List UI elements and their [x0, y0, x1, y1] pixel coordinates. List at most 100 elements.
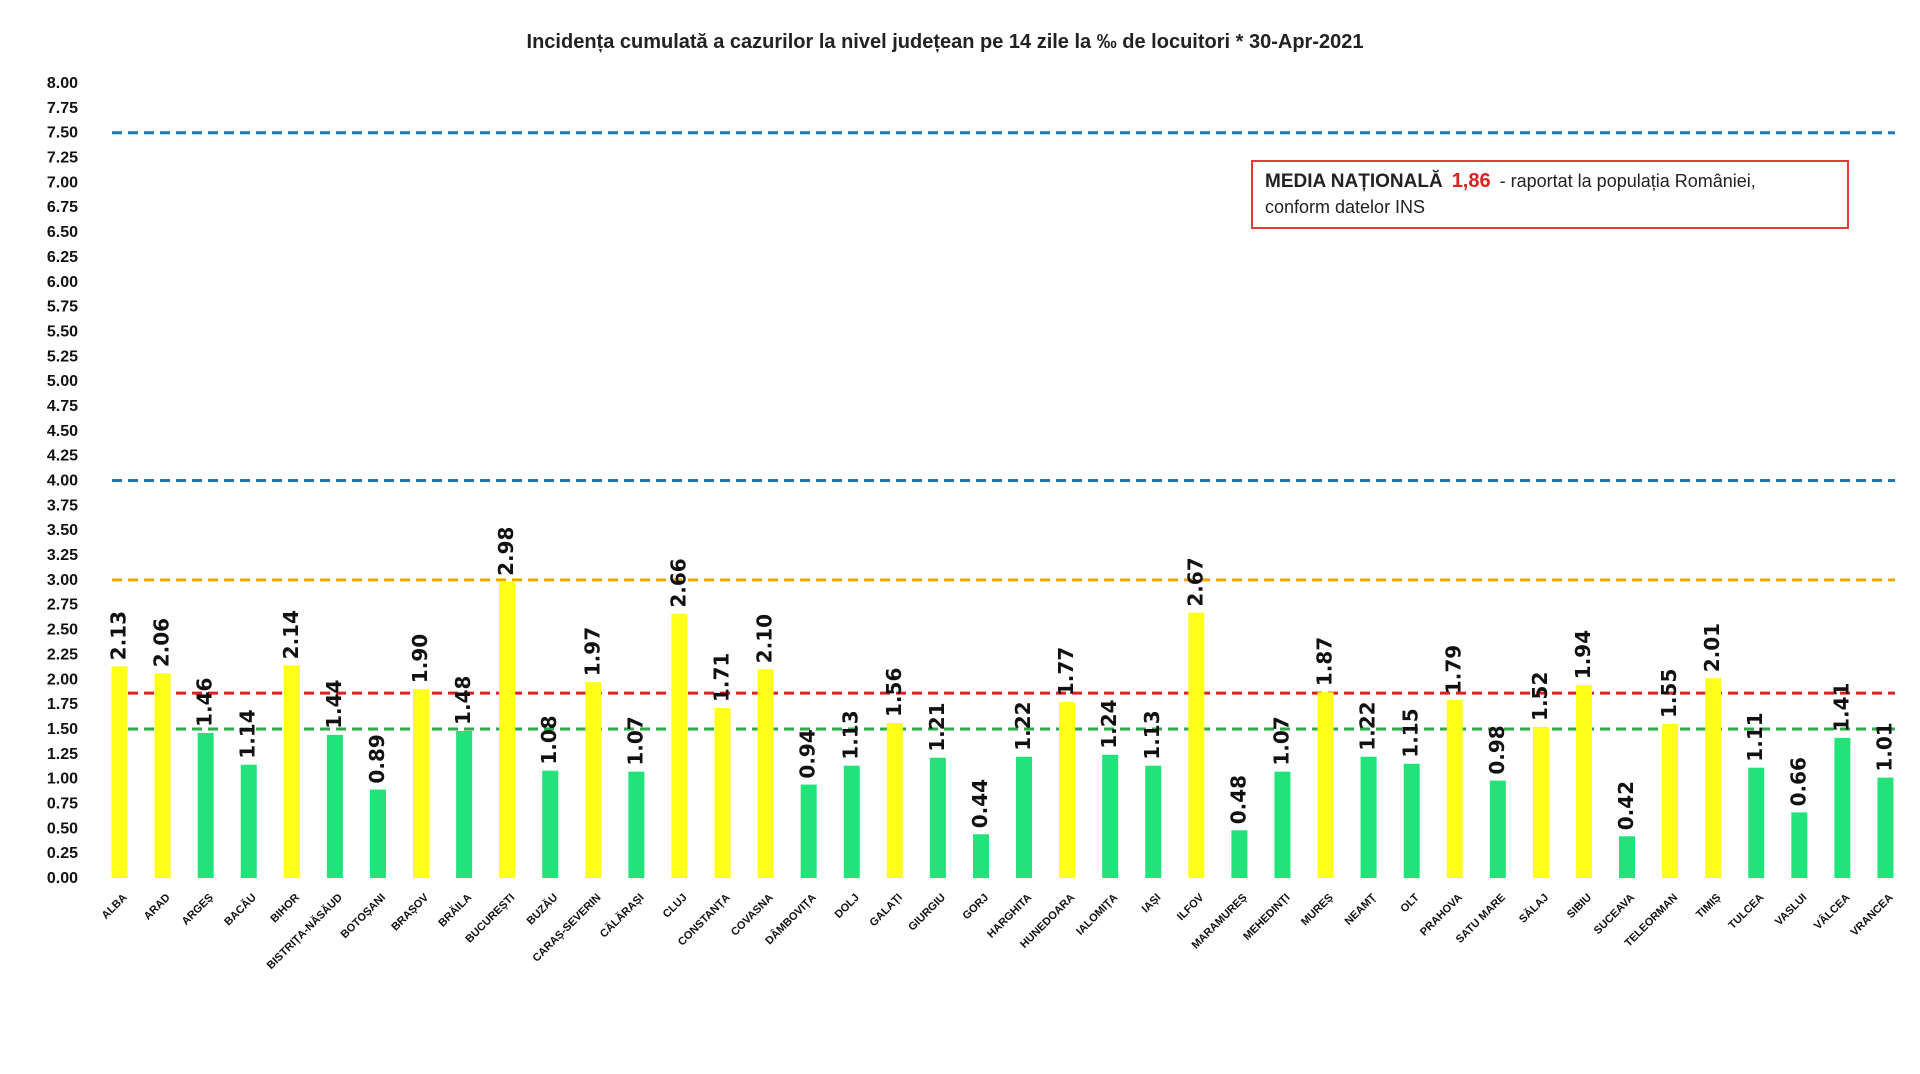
x-tick-label: ARAD	[142, 892, 173, 923]
bar	[1705, 678, 1722, 878]
x-tick-label: SĂLAJ	[1516, 891, 1551, 926]
bar	[1532, 726, 1549, 878]
annotation-line-1: MEDIA NAȚIONALĂ 1,86 - raportat la popul…	[1265, 170, 1835, 193]
bar	[326, 734, 343, 878]
y-tick-label: 1.75	[47, 696, 78, 713]
x-tick-label: VRANCEA	[1849, 892, 1896, 939]
bar	[1877, 777, 1894, 878]
annotation-text-2: conform datelor INS	[1265, 197, 1426, 217]
x-tick-label: ARGEȘ	[180, 892, 216, 928]
value-label: 1.21	[925, 702, 949, 751]
bar	[1748, 767, 1765, 878]
y-tick-label: 6.00	[47, 274, 78, 291]
y-tick-label: 3.75	[47, 497, 78, 514]
value-label: 1.79	[1442, 645, 1466, 694]
x-tick-label: TIMIȘ	[1694, 892, 1723, 921]
y-tick-label: 4.50	[47, 423, 78, 440]
value-label: 1.07	[623, 716, 647, 765]
bar	[1102, 754, 1119, 878]
y-tick-label: 1.50	[47, 721, 78, 738]
x-axis-ticks: ALBA ARAD ARGEȘ BACĂU BIHORBISTRIȚA-NĂSĂUDBO…	[100, 891, 1896, 972]
y-tick-label: 0.00	[47, 870, 78, 887]
bar	[197, 732, 214, 878]
bar	[886, 722, 903, 878]
bar	[413, 689, 430, 878]
bar	[456, 730, 473, 878]
y-tick-label: 6.50	[47, 224, 78, 241]
bars	[111, 581, 1894, 878]
bar	[628, 771, 645, 878]
x-tick-label: GALAȚI	[867, 892, 904, 929]
y-tick-label: 5.75	[47, 299, 78, 316]
y-tick-label: 8.00	[47, 75, 78, 92]
y-axis-ticks: 0.00 0.25 0.50 0.75 1.00 1.25 1.50 1.75 2.00 2.25…	[47, 75, 78, 887]
bar	[1360, 756, 1377, 878]
reference-lines	[112, 131, 1895, 731]
value-label: 1.15	[1399, 708, 1423, 757]
value-label: 1.77	[1054, 647, 1078, 696]
value-label: 1.94	[1571, 630, 1595, 679]
bar	[800, 784, 817, 878]
x-tick-label: BOTOȘANI	[339, 892, 388, 941]
value-label: 1.97	[580, 627, 604, 676]
x-tick-label: BUZĂU	[524, 891, 560, 927]
value-label: 1.01	[1872, 722, 1896, 771]
national-average-annotation: MEDIA NAȚIONALĂ 1,86 - raportat la popul…	[1251, 160, 1849, 229]
bar	[1016, 756, 1033, 878]
value-label: 0.89	[365, 734, 389, 783]
value-label: 2.14	[279, 610, 303, 659]
y-tick-label: 4.75	[47, 398, 78, 415]
y-tick-label: 3.50	[47, 522, 78, 539]
y-tick-label: 1.25	[47, 746, 78, 763]
x-tick-label: MUREȘ	[1299, 892, 1336, 929]
bar	[1834, 737, 1851, 878]
value-label: 1.14	[236, 709, 260, 758]
bar	[1619, 836, 1636, 878]
value-label: 1.13	[839, 710, 863, 759]
bar	[1662, 723, 1679, 878]
bar	[1145, 765, 1162, 878]
y-tick-label: 5.25	[47, 348, 78, 365]
x-tick-label: ALBA	[100, 892, 130, 922]
value-label: 0.48	[1226, 775, 1250, 824]
bar	[585, 682, 602, 878]
bar	[1446, 700, 1463, 878]
value-label: 1.56	[882, 668, 906, 717]
bar	[929, 757, 946, 878]
x-tick-label: BACĂU	[222, 891, 259, 928]
x-tick-label: DOLJ	[833, 892, 862, 921]
value-label: 1.48	[451, 676, 475, 725]
x-tick-label: TULCEA	[1726, 892, 1766, 932]
x-tick-label: IALOMIȚA	[1074, 892, 1120, 938]
y-tick-label: 7.25	[47, 150, 78, 167]
bar	[1575, 685, 1592, 878]
bar	[240, 764, 257, 878]
value-labels: 2.13 2.06 1.46 1.14 2.14 1.44 0.89 1.90 1.48 2.98…	[107, 527, 1897, 831]
annotation-value: 1,86	[1451, 170, 1491, 192]
value-label: 1.52	[1528, 672, 1552, 721]
y-tick-label: 2.50	[47, 622, 78, 639]
y-tick-label: 7.50	[47, 125, 78, 142]
value-label: 1.22	[1356, 701, 1380, 750]
value-label: 0.44	[968, 779, 992, 828]
bar	[1489, 780, 1506, 878]
value-label: 1.24	[1097, 699, 1121, 748]
bar	[972, 834, 989, 878]
value-label: 1.55	[1657, 669, 1681, 718]
chart-title: Incidența cumulată a cazurilor la nivel …	[527, 31, 1364, 53]
x-tick-label: ILFOV	[1175, 891, 1207, 923]
value-label: 1.11	[1743, 712, 1767, 761]
value-label: 1.08	[537, 715, 561, 764]
x-tick-label: BISTRIȚA-NĂSĂUD	[264, 891, 345, 972]
x-tick-label: NEAMȚ	[1343, 891, 1379, 927]
y-tick-label: 5.50	[47, 323, 78, 340]
y-tick-label: 2.75	[47, 597, 78, 614]
y-tick-label: 7.00	[47, 174, 78, 191]
y-tick-label: 6.75	[47, 199, 78, 216]
annotation-text-1: - raportat la populația României,	[1499, 171, 1756, 191]
x-tick-label: GORJ	[961, 892, 992, 923]
y-tick-label: 4.00	[47, 473, 78, 490]
bar	[1059, 702, 1076, 878]
bar	[111, 666, 128, 878]
